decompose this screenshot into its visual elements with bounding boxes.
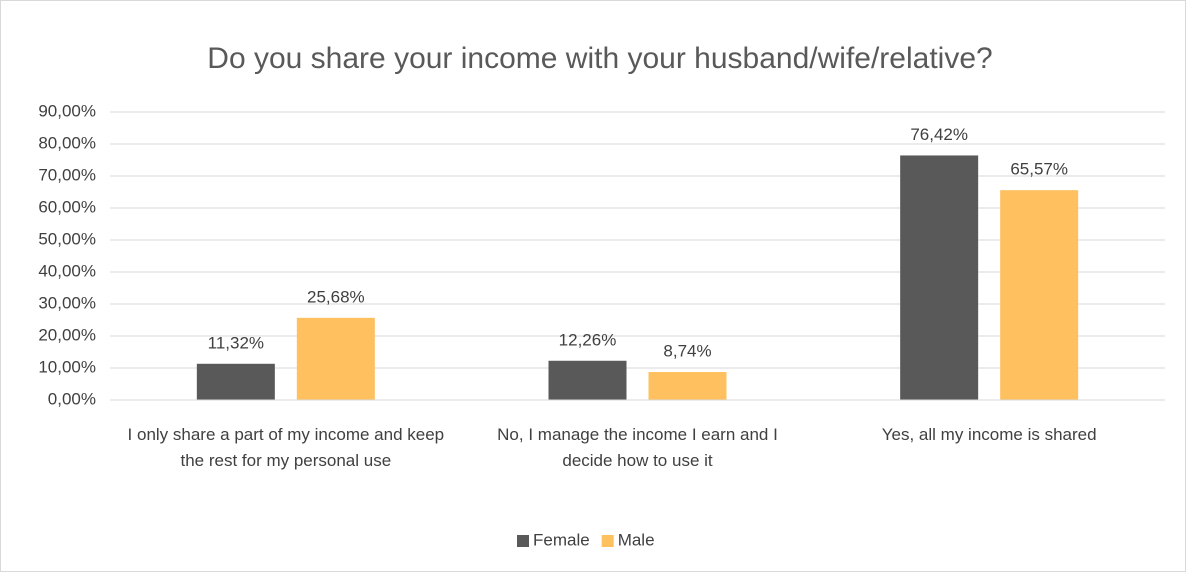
y-tick-label: 0,00%	[48, 389, 96, 408]
y-tick-label: 90,00%	[38, 101, 96, 120]
chart-title: Do you share your income with your husba…	[207, 42, 992, 75]
legend-swatch	[517, 535, 529, 547]
x-tick-label: I only share a part of my income and kee…	[128, 425, 445, 470]
y-tick-label: 80,00%	[38, 133, 96, 152]
y-tick-label: 60,00%	[38, 197, 96, 216]
bar	[296, 317, 375, 400]
x-tick-label: Yes, all my income is shared	[882, 425, 1097, 444]
y-tick-label: 20,00%	[38, 325, 96, 344]
y-tick-label: 40,00%	[38, 261, 96, 280]
legend-label: Male	[618, 530, 655, 549]
bar	[196, 363, 275, 400]
y-tick-label: 10,00%	[38, 357, 96, 376]
legend-swatch	[601, 535, 614, 547]
bar	[900, 155, 979, 400]
value-label: 65,57%	[1010, 160, 1068, 179]
y-tick-label: 30,00%	[38, 293, 96, 312]
bar	[648, 372, 727, 400]
value-label: 76,42%	[910, 125, 968, 144]
value-label: 11,32%	[208, 333, 264, 352]
y-tick-label: 70,00%	[38, 165, 96, 184]
bar	[1000, 190, 1079, 400]
legend-label: Female	[533, 530, 590, 549]
y-tick-label: 50,00%	[38, 229, 96, 248]
bar	[548, 360, 627, 400]
value-label: 8,74%	[663, 342, 711, 361]
value-label: 25,68%	[307, 287, 365, 306]
value-label: 12,26%	[559, 330, 617, 349]
